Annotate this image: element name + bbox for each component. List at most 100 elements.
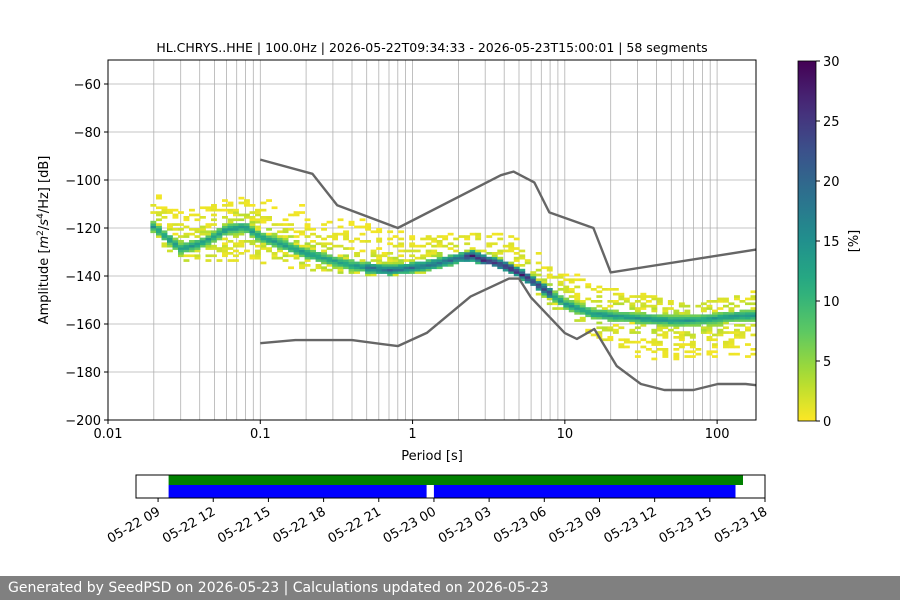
psd-cell	[200, 228, 206, 231]
psd-cell	[425, 266, 432, 270]
psd-cell	[651, 338, 658, 342]
psd-cell	[673, 314, 680, 318]
psd-cell	[640, 302, 647, 306]
psd-cell	[194, 213, 201, 217]
psd-cell	[502, 268, 509, 272]
psd-cell	[734, 324, 740, 327]
psd-cell	[398, 266, 405, 270]
psd-cell	[453, 259, 460, 262]
psd-cell	[728, 345, 735, 349]
psd-cell	[348, 266, 355, 270]
psd-cell	[260, 232, 267, 236]
psd-cell	[216, 230, 223, 234]
psd-cell	[277, 237, 283, 241]
psd-cell	[216, 228, 223, 231]
psd-cell	[640, 312, 647, 315]
psd-cell	[728, 343, 735, 346]
psd-cell	[618, 316, 625, 320]
timeline-tick-label: 05-23 09	[546, 504, 604, 546]
psd-cell	[695, 321, 702, 325]
timeline-tick-label: 05-22 18	[270, 504, 328, 546]
psd-cell	[717, 324, 724, 327]
psd-cell	[211, 230, 217, 234]
psd-cell	[497, 264, 504, 267]
psd-cell	[728, 307, 735, 310]
psd-cell	[689, 340, 696, 344]
psd-cell	[211, 208, 217, 212]
psd-cell	[585, 309, 592, 313]
psd-cell	[392, 266, 399, 270]
psd-cell	[249, 242, 256, 246]
y-axis-label-part: m	[37, 236, 52, 249]
psd-cell	[662, 307, 669, 310]
psd-cell	[310, 244, 316, 248]
psd-cell	[238, 218, 245, 222]
psd-cell	[343, 261, 349, 265]
psd-cell	[403, 271, 410, 274]
psd-cell	[227, 223, 234, 226]
psd-cell	[700, 319, 707, 322]
psd-cell	[332, 237, 338, 241]
psd-cell	[282, 223, 289, 226]
psd-cell	[601, 316, 608, 320]
colorbar-tick-label: 30	[823, 55, 840, 70]
psd-cell	[673, 348, 680, 351]
psd-cell	[546, 266, 553, 270]
psd-cell	[238, 244, 245, 248]
psd-cell	[458, 259, 465, 262]
psd-cell	[222, 199, 228, 202]
psd-cell	[563, 307, 570, 310]
psd-cell	[321, 244, 327, 248]
psd-cell	[359, 249, 366, 253]
psd-cell	[667, 324, 674, 327]
psd-cell	[678, 316, 685, 320]
psd-cell	[596, 321, 603, 325]
psd-cell	[288, 235, 294, 238]
psd-cell	[745, 314, 751, 318]
psd-cell	[381, 254, 388, 258]
psd-cell	[723, 326, 729, 330]
psd-cell	[150, 220, 157, 224]
psd-cell	[348, 271, 355, 274]
psd-cell	[673, 321, 680, 325]
psd-cell	[475, 259, 482, 262]
chart-canvas: HL.CHRYS..HHE | 100.0Hz | 2026-05-22T09:…	[36, 40, 862, 547]
psd-cell	[260, 216, 267, 219]
psd-cell	[612, 316, 619, 320]
psd-cell	[365, 271, 371, 274]
psd-cell	[596, 295, 603, 298]
psd-cell	[475, 249, 482, 253]
psd-cell	[431, 264, 438, 267]
psd-cell	[200, 206, 206, 210]
psd-cell	[497, 261, 504, 265]
psd-cell	[601, 309, 608, 313]
psd-cell	[557, 300, 564, 303]
psd-cell	[172, 213, 179, 217]
psd-cell	[178, 211, 184, 214]
psd-cell	[662, 316, 669, 320]
psd-cell	[618, 292, 625, 296]
psd-cell	[376, 254, 383, 258]
psd-cell	[508, 261, 515, 265]
psd-cell	[431, 259, 438, 262]
psd-cell	[425, 268, 432, 272]
psd-cell	[662, 333, 669, 337]
psd-cell	[712, 333, 718, 337]
psd-cell	[667, 314, 674, 318]
psd-cell	[266, 242, 272, 246]
psd-cell	[359, 264, 366, 267]
psd-cell	[712, 319, 718, 322]
psd-cell	[205, 235, 212, 238]
psd-cell	[150, 230, 157, 234]
psd-cell	[244, 201, 250, 205]
psd-cell	[574, 300, 581, 303]
psd-cell	[161, 237, 168, 241]
psd-cell	[266, 199, 272, 202]
psd-cell	[695, 324, 702, 327]
psd-cell	[332, 266, 338, 270]
psd-cell	[618, 343, 625, 346]
psd-cell	[156, 228, 162, 231]
psd-cell	[734, 314, 740, 318]
psd-cell	[717, 316, 724, 320]
psd-cell	[712, 312, 718, 315]
